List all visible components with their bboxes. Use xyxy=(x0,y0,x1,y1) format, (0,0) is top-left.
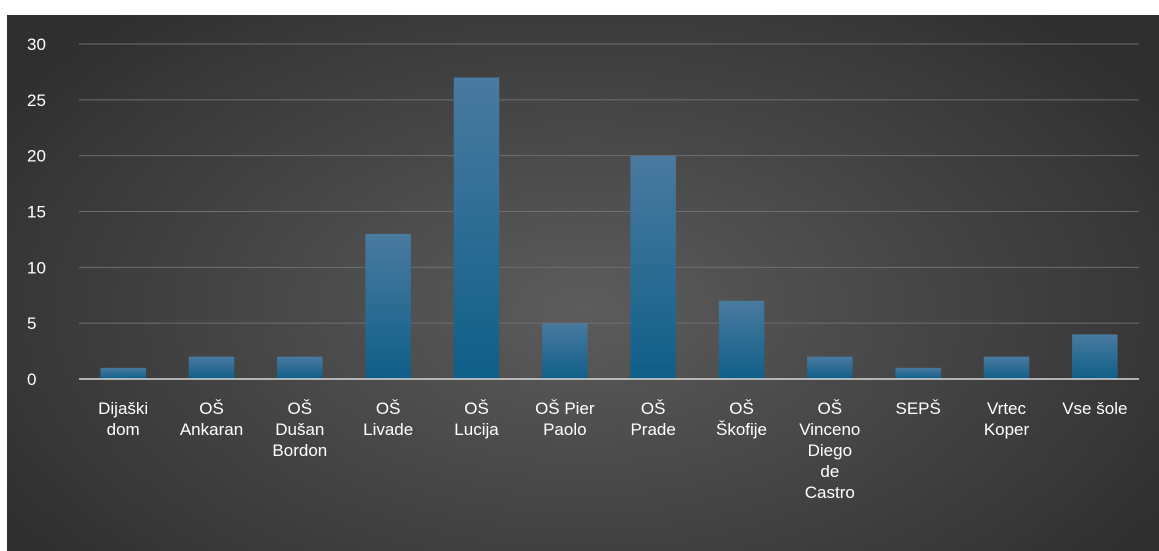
x-axis-labels: Dijaški dom OŠ Ankaran OŠ Dušan Bordon OŠ Livade… xyxy=(98,399,1127,502)
bar xyxy=(807,356,853,379)
x-tick-label: SEPŠ xyxy=(895,399,940,418)
x-tick-label: OŠ Prade xyxy=(630,399,675,439)
x-tick-label-line: Vinceno xyxy=(799,420,860,439)
bar xyxy=(365,233,411,379)
bar xyxy=(630,155,676,379)
x-tick-label: Dijaški dom xyxy=(98,399,148,439)
x-tick-label-line: SEPŠ xyxy=(895,399,940,418)
y-tick-label: 10 xyxy=(27,258,46,277)
x-tick-label-line: Vse šole xyxy=(1062,399,1127,418)
x-tick-label: OŠ Škofije xyxy=(716,399,767,439)
y-axis-ticks: 0 5 10 15 20 25 30 xyxy=(27,35,46,389)
bar xyxy=(895,367,941,379)
x-tick-label: Vse šole xyxy=(1062,399,1127,418)
chart-area: 0 5 10 15 20 25 30 Dijaški dom OŠ Ankaran OŠ Dušan B… xyxy=(7,15,1159,551)
bar-chart: 0 5 10 15 20 25 30 Dijaški dom OŠ Ankaran OŠ Dušan B… xyxy=(27,35,1139,502)
x-tick-label-line: Lucija xyxy=(454,420,499,439)
y-tick-label: 20 xyxy=(27,147,46,166)
bar xyxy=(188,356,235,379)
x-tick-label-line: OŠ xyxy=(376,399,401,418)
y-tick-label: 5 xyxy=(27,314,36,333)
bar xyxy=(277,356,323,379)
x-tick-label-line: Paolo xyxy=(543,420,586,439)
bar xyxy=(983,356,1030,379)
gridlines xyxy=(79,43,1139,324)
x-tick-label: Vrtec Koper xyxy=(984,399,1030,439)
x-tick-label-line: Bordon xyxy=(272,441,327,460)
x-tick-label-line: OŠ xyxy=(641,399,666,418)
bars xyxy=(100,77,1118,379)
x-tick-label: OŠ Livade xyxy=(363,399,413,439)
x-tick-label-line: OŠ xyxy=(464,399,489,418)
x-tick-label: OŠ Ankaran xyxy=(180,399,243,439)
x-tick-label-line: de xyxy=(820,462,839,481)
x-tick-label-line: OŠ xyxy=(729,399,754,418)
x-tick-label-line: Ankaran xyxy=(180,420,243,439)
y-tick-label: 0 xyxy=(27,370,36,389)
x-tick-label-line: Diego xyxy=(808,441,852,460)
x-tick-label-line: Škofije xyxy=(716,420,767,439)
x-tick-label-line: OŠ Pier xyxy=(535,399,595,418)
x-tick-label: OŠ Lucija xyxy=(454,399,499,439)
x-tick-label: OŠ Pier Paolo xyxy=(535,399,595,439)
y-tick-label: 30 xyxy=(27,35,46,54)
x-tick-label: OŠ Dušan Bordon xyxy=(272,399,327,460)
x-tick-label-line: Prade xyxy=(630,420,675,439)
x-tick-label-line: Koper xyxy=(984,420,1030,439)
y-tick-label: 25 xyxy=(27,91,46,110)
y-tick-label: 15 xyxy=(27,203,46,222)
x-tick-label: OŠ Vinceno Diego de Castro xyxy=(799,399,860,502)
bar xyxy=(542,323,588,379)
x-tick-label-line: Dušan xyxy=(275,420,324,439)
bar xyxy=(718,300,765,379)
bar xyxy=(453,77,500,379)
x-tick-label-line: OŠ xyxy=(199,399,224,418)
bar xyxy=(100,367,146,379)
x-tick-label-line: dom xyxy=(107,420,140,439)
x-tick-label-line: Castro xyxy=(805,483,855,502)
bar xyxy=(1072,334,1118,379)
x-tick-label-line: OŠ xyxy=(288,399,313,418)
x-tick-label-line: Dijaški xyxy=(98,399,148,418)
x-tick-label-line: Livade xyxy=(363,420,413,439)
x-tick-label-line: Vrtec xyxy=(987,399,1027,418)
x-tick-label-line: OŠ xyxy=(818,399,843,418)
